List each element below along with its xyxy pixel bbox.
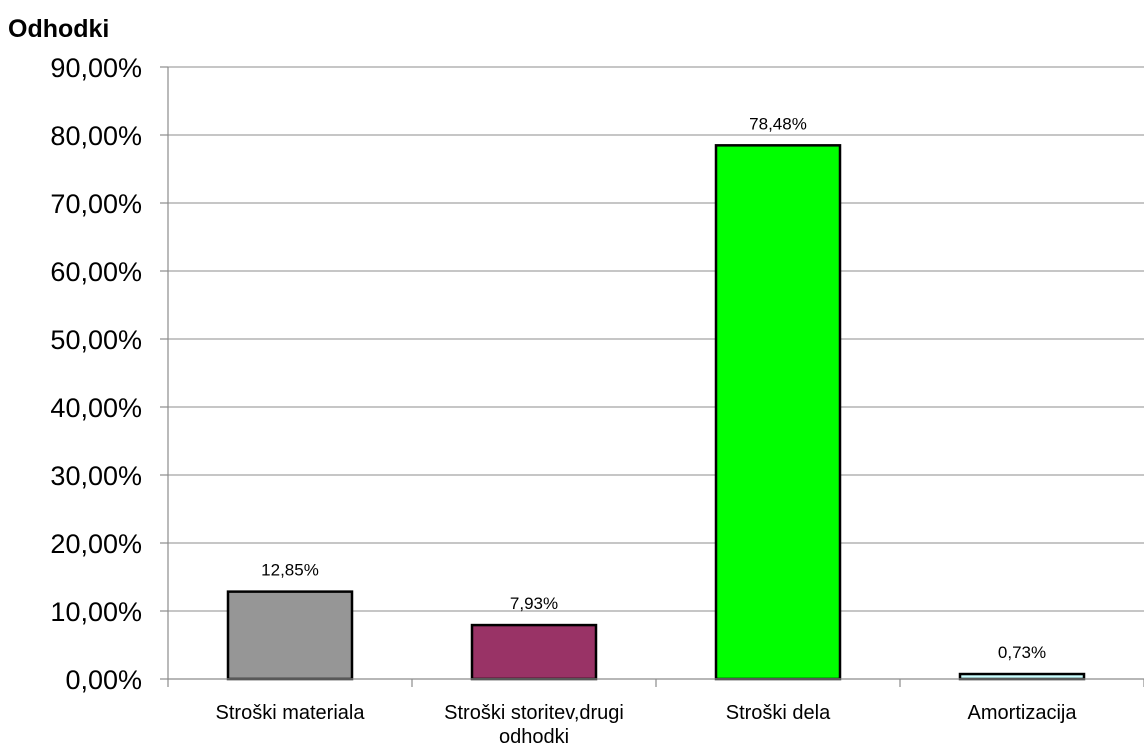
y-axis-ticks: 0,00% 10,00% 20,00% 30,00% 40,00% 50,00% 60,00… xyxy=(50,53,168,695)
data-label: 0,73% xyxy=(998,643,1046,662)
y-tick-label: 40,00% xyxy=(50,393,142,423)
y-tick-label: 50,00% xyxy=(50,325,142,355)
y-tick-label: 80,00% xyxy=(50,121,142,151)
chart-title: Odhodki xyxy=(8,15,109,43)
x-tick-label: Amortizacija xyxy=(968,702,1078,724)
data-label: 12,85% xyxy=(261,561,319,580)
bar xyxy=(470,623,598,681)
x-tick-label: Stroški dela xyxy=(726,702,831,724)
x-axis-ticks: Stroški materiala Stroški storitev,drugi o… xyxy=(216,702,1078,747)
x-tick-label: Stroški materiala xyxy=(216,702,366,724)
data-labels: 12,85% 7,93% 78,48% 0,73% xyxy=(261,114,1046,662)
y-tick-label: 70,00% xyxy=(50,189,142,219)
data-label: 78,48% xyxy=(749,114,807,133)
y-tick-label: 90,00% xyxy=(50,53,142,83)
y-tick-label: 60,00% xyxy=(50,257,142,287)
x-tick-label: Stroški storitev,drugi odhodki xyxy=(444,702,624,747)
axes xyxy=(167,67,1144,687)
bars xyxy=(226,144,1086,681)
bar xyxy=(714,144,842,681)
y-tick-label: 10,00% xyxy=(50,597,142,627)
y-tick-label: 0,00% xyxy=(65,665,142,695)
data-label: 7,93% xyxy=(510,594,558,613)
gridlines xyxy=(168,66,1144,612)
bar xyxy=(958,672,1086,681)
y-tick-label: 30,00% xyxy=(50,461,142,491)
bar xyxy=(226,590,354,681)
y-tick-label: 20,00% xyxy=(50,529,142,559)
